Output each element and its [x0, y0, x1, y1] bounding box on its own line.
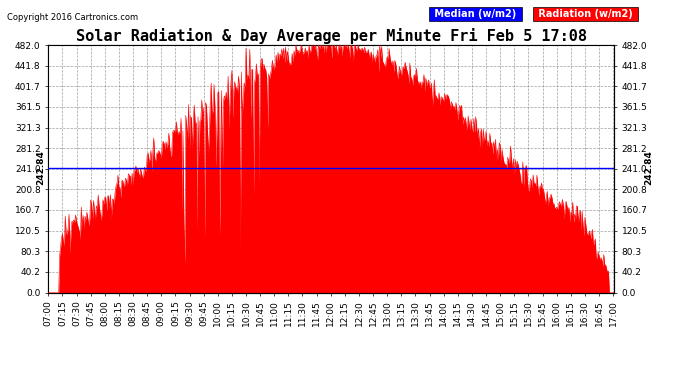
- Text: Median (w/m2): Median (w/m2): [431, 9, 520, 20]
- Text: Copyright 2016 Cartronics.com: Copyright 2016 Cartronics.com: [7, 13, 138, 22]
- Text: 242.84: 242.84: [644, 150, 653, 185]
- Title: Solar Radiation & Day Average per Minute Fri Feb 5 17:08: Solar Radiation & Day Average per Minute…: [76, 28, 586, 44]
- Text: 242.84: 242.84: [37, 150, 46, 185]
- Text: Radiation (w/m2): Radiation (w/m2): [535, 9, 636, 20]
